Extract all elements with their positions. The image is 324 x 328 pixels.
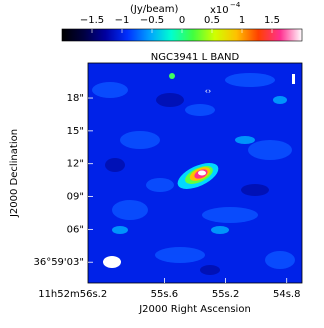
colorbar-tick-label: −1.5 — [80, 15, 104, 26]
x-tick-label: 11h52m56s.2 — [38, 289, 107, 300]
y-tick-label: 36°59'03" — [33, 257, 84, 268]
colorbar-tick-label: −0.5 — [140, 15, 164, 26]
colorbar-exponent: −4 — [230, 1, 241, 9]
image: ‹› — [88, 63, 302, 283]
chart-title: NGC3941 L BAND — [151, 52, 240, 63]
x-tick-label: 55s.6 — [151, 289, 178, 300]
y-axis-label: J2000 Declination — [9, 129, 20, 218]
colorbar-tick-label: 1.5 — [264, 15, 280, 26]
colorbar-label: (Jy/beam) — [130, 4, 179, 15]
colorbar-tick-label: 0.5 — [204, 15, 220, 26]
colorbar-scale: x10 — [210, 5, 229, 16]
y-tick-label: 15" — [67, 126, 84, 137]
colorbar-tick-label: 0 — [179, 15, 185, 26]
x-tick-label: 54s.8 — [273, 289, 300, 300]
colorbar-tick-label: −1 — [115, 15, 130, 26]
y-tick-label: 09" — [67, 192, 84, 203]
y-tick-label: 18" — [67, 93, 84, 104]
x-axis-label: J2000 Right Ascension — [138, 304, 251, 315]
plot-frame — [87, 62, 303, 284]
x-tick-label: 55s.2 — [212, 289, 239, 300]
colorbar-tick-label: 1 — [239, 15, 245, 26]
y-tick-label: 06" — [67, 224, 84, 235]
beam — [103, 256, 121, 268]
marker: ‹› — [205, 87, 211, 96]
y-tick-label: 12" — [67, 159, 84, 170]
